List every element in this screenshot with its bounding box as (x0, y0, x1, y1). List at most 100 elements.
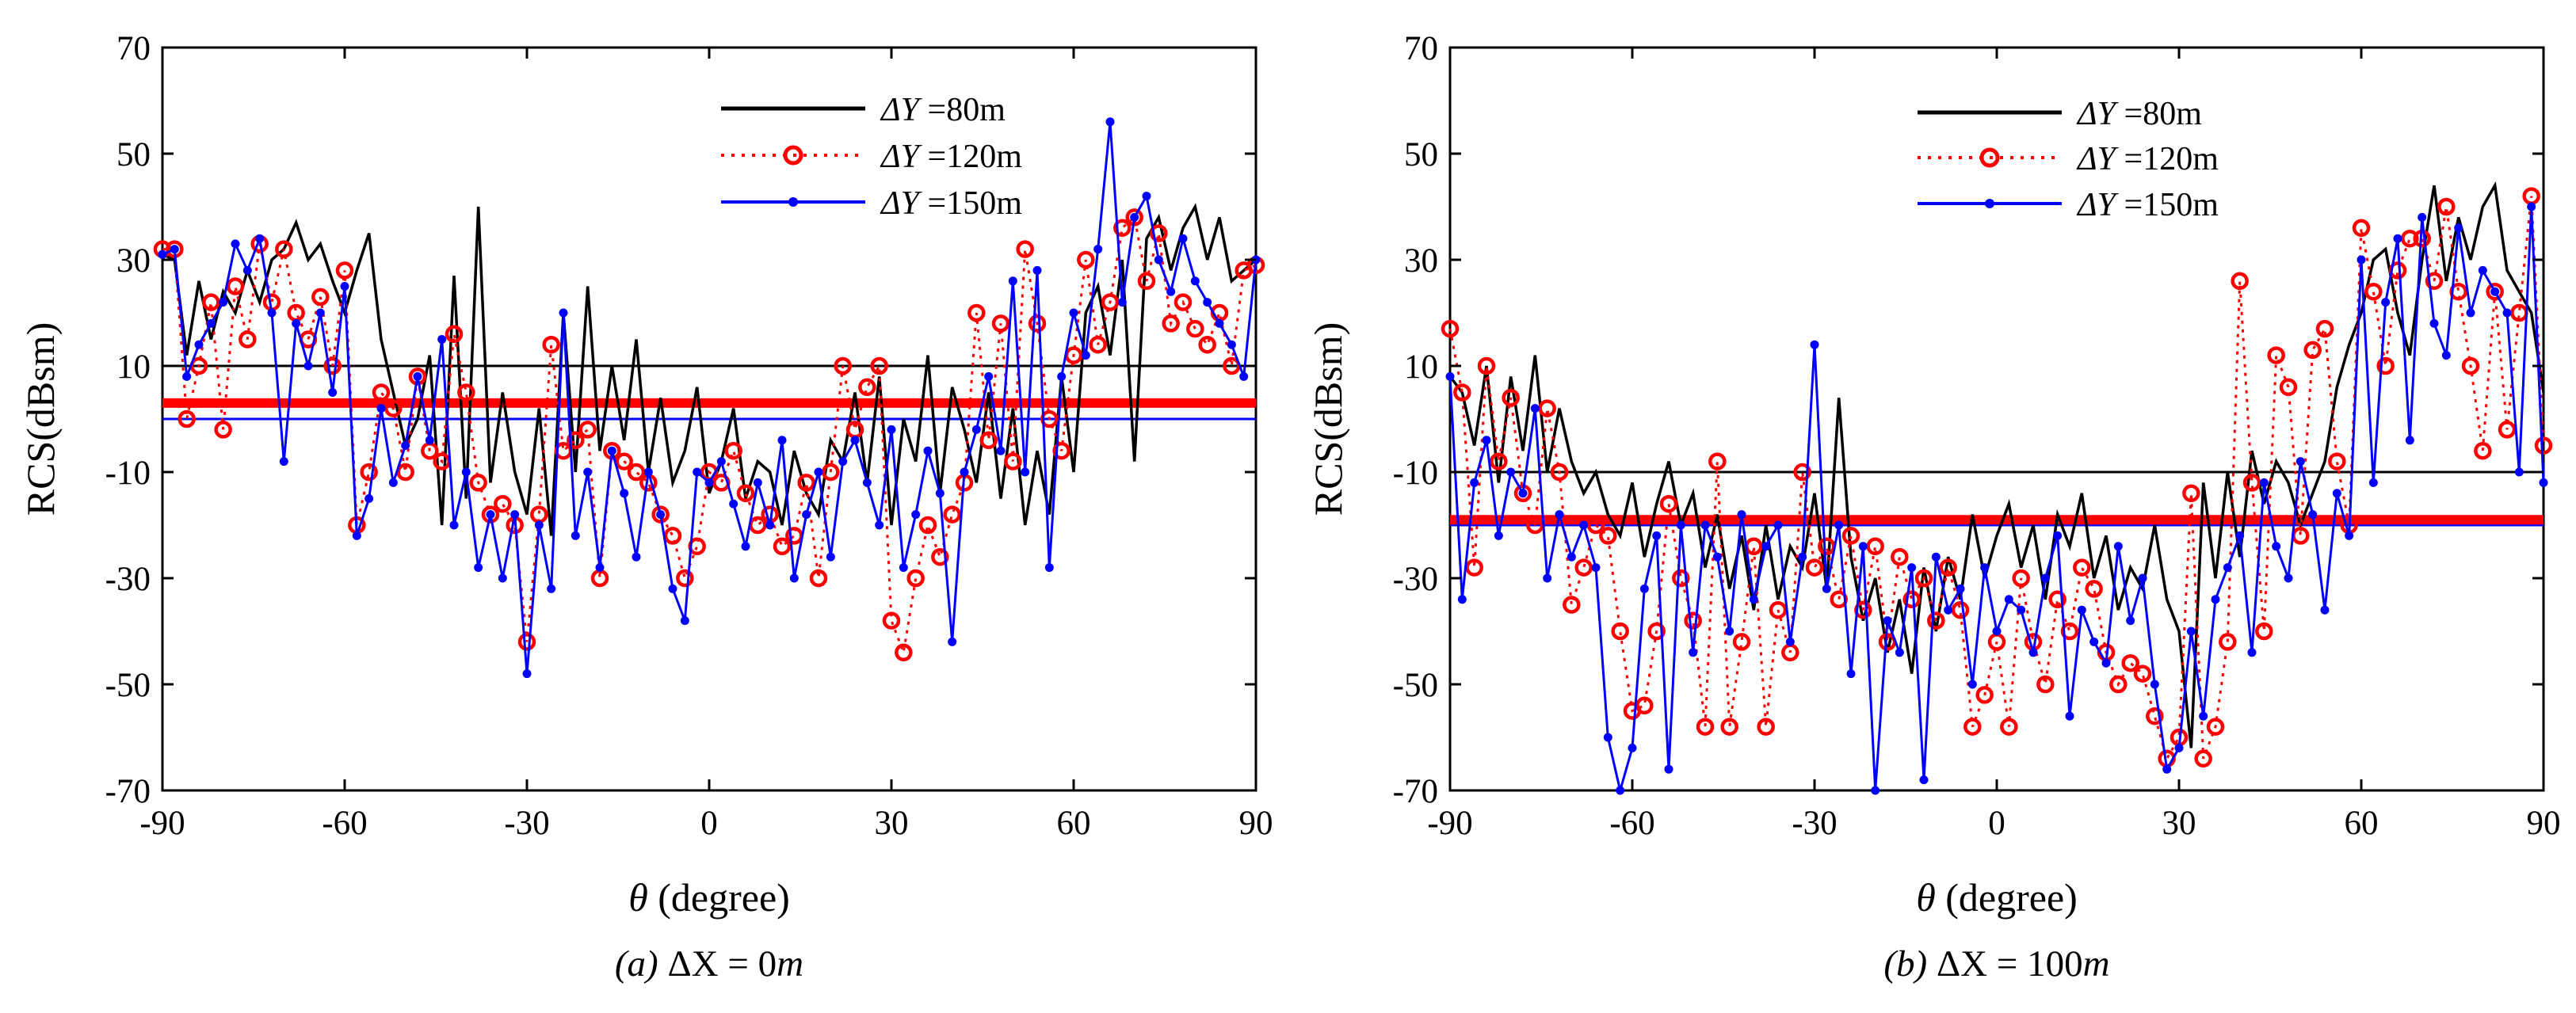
point-dy150 (2126, 616, 2135, 626)
point-dy120 (2012, 569, 2030, 588)
y-tick-label: -50 (105, 667, 151, 704)
point-dy150 (1992, 626, 2002, 636)
point-dy150 (693, 467, 702, 477)
point-dy150 (2454, 223, 2463, 233)
point-dy150 (1773, 520, 1783, 530)
point-dy150 (267, 308, 277, 318)
point-dy150 (996, 446, 1006, 455)
point-dy120 (2534, 436, 2553, 455)
point-dy150 (960, 467, 969, 477)
point-dy150 (2259, 478, 2269, 487)
legend-label-dy80: ΔY =80m (880, 92, 1006, 128)
point-dy120 (870, 356, 888, 375)
x-tick-label: 90 (2527, 805, 2561, 842)
point-dy120 (2060, 622, 2079, 641)
point-dy150 (1652, 531, 1662, 540)
point-dy150 (1883, 616, 1892, 626)
point-dy120 (481, 505, 500, 524)
point-dy150 (2357, 255, 2366, 265)
point-dy150 (2368, 478, 2378, 487)
y-tick-label: 10 (116, 348, 151, 386)
point-dy150 (632, 552, 641, 562)
point-dy120 (1052, 441, 1070, 460)
point-dy150 (206, 318, 216, 328)
point-dy120 (1174, 293, 1193, 311)
point-dy120 (2242, 474, 2261, 492)
point-dy120 (749, 516, 767, 535)
point-dy120 (1975, 686, 1994, 704)
point-dy120 (2376, 356, 2395, 375)
legend-label-dy120: ΔY =120m (2076, 141, 2219, 177)
legend-marker-dy120 (783, 145, 803, 166)
point-dy120 (1647, 622, 1666, 641)
panel-a-legend: ΔY =80m ΔY =120m ΔY =150m (721, 92, 1022, 222)
point-dy150 (1749, 595, 1758, 604)
panel-b-legend: ΔY =80m ΔY =120m ΔY =150m (1918, 96, 2219, 223)
point-dy150 (2296, 457, 2305, 467)
point-dy120 (882, 611, 901, 630)
point-dy150 (2211, 595, 2220, 604)
point-dy150 (1628, 743, 1637, 752)
point-dy150 (595, 563, 605, 573)
point-dy150 (899, 563, 908, 573)
legend-marker-dy150 (1985, 199, 1994, 208)
point-dy150 (911, 510, 921, 520)
point-dy120 (2401, 229, 2419, 248)
point-dy150 (364, 494, 374, 503)
point-dy120 (1186, 319, 1204, 338)
point-dy150 (1239, 371, 1249, 381)
x-tick-label: 60 (1057, 805, 1091, 842)
x-tick-label: -90 (1427, 805, 1472, 842)
point-dy120 (858, 378, 876, 397)
series-line-dy80 (1448, 181, 2545, 748)
point-dy120 (627, 463, 646, 482)
point-dy150 (292, 318, 301, 328)
point-dy120 (1490, 452, 1508, 470)
point-dy150 (2247, 648, 2257, 657)
point-dy150 (620, 489, 629, 498)
point-dy150 (449, 520, 459, 530)
point-dy150 (2527, 202, 2536, 211)
point-dy150 (1737, 510, 1746, 520)
point-dy150 (2077, 605, 2086, 615)
point-dy150 (2113, 542, 2123, 551)
point-dy150 (1543, 573, 1552, 583)
point-dy150 (656, 510, 666, 520)
point-dy150 (2539, 478, 2548, 487)
series-line-dy80 (162, 203, 1257, 536)
panel-a-xlabel: θ (degree) (628, 875, 790, 920)
point-dy120 (809, 569, 828, 588)
point-dy150 (2418, 212, 2427, 222)
point-dy150 (2028, 648, 2038, 657)
point-dy150 (668, 584, 677, 593)
point-dy150 (1032, 265, 1042, 275)
point-dy150 (1567, 552, 1576, 562)
point-dy150 (753, 478, 762, 487)
point-dy150 (2320, 605, 2330, 615)
point-dy150 (1895, 648, 1904, 657)
point-dy150 (437, 335, 447, 344)
point-dy150 (2150, 680, 2159, 689)
point-dy150 (498, 573, 507, 583)
point-dy120 (931, 547, 949, 566)
point-dy150 (1980, 563, 1990, 573)
point-dy120 (1465, 558, 1483, 577)
point-dy120 (2498, 421, 2517, 439)
point-dy120 (822, 463, 840, 482)
point-dy150 (2089, 637, 2099, 646)
point-dy150 (850, 436, 860, 445)
point-dy150 (802, 510, 811, 520)
point-dy150 (971, 425, 981, 434)
point-dy150 (2478, 265, 2487, 275)
point-dy120 (1732, 633, 1751, 651)
point-dy120 (1137, 272, 1156, 291)
point-dy150 (1057, 371, 1067, 381)
point-dy150 (158, 249, 167, 259)
point-dy150 (1858, 542, 1868, 551)
x-tick-label: 30 (875, 805, 909, 842)
point-dy150 (1555, 510, 1564, 520)
point-dy150 (2284, 573, 2293, 583)
point-dy120 (834, 356, 852, 375)
legend-label-dy150: ΔY =150m (2076, 187, 2219, 223)
point-dy120 (372, 383, 391, 402)
